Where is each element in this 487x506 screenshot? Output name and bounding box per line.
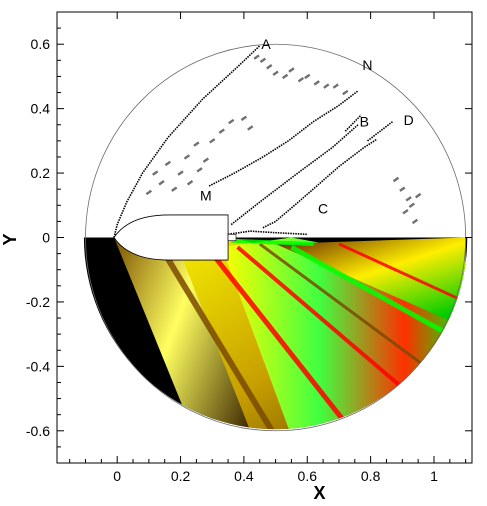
annotation-b: B [360,113,369,129]
contour-band-expansion [114,237,270,430]
shock-D [367,120,394,142]
contour-streak-5 [258,242,435,375]
cluster-right-point [411,218,419,225]
cluster-A [253,54,349,96]
annotation-d: D [404,112,414,128]
annotations: A N B D M C [200,36,414,216]
cluster-mid-point [228,118,235,125]
cluster-A-point [259,57,267,64]
contour-band-outer [275,237,466,328]
cluster-right [392,176,422,225]
cluster-mid-point [202,157,210,163]
cluster-mid-point [145,189,153,196]
cluster-mid-point [164,160,172,167]
y-tick-label: 0 [42,230,50,246]
cluster-A-point [304,73,311,80]
axes: 0 0.2 0.4 0.6 0.8 1-0.6-0.4-0.200.20.40.6XY [0,11,473,503]
cluster-right-point [405,196,412,202]
cluster-right-point [399,186,406,192]
x-tick-label: 0.2 [171,468,191,484]
contour-disk [83,237,468,430]
x-tick-label: 0.6 [298,468,318,484]
contour-streak-1 [162,252,294,430]
contour-streak-6 [338,242,467,304]
contour-field [83,237,468,430]
cluster-mid-point [218,128,225,134]
cluster-mid-point [183,154,191,160]
x-tick-label: 0.4 [234,468,254,484]
x-tick-label: 0 [113,468,121,484]
cluster-A-point [288,67,295,73]
y-tick-label: -0.6 [26,423,50,439]
cluster-right-point [408,202,415,208]
annotation-m: M [200,187,212,203]
annotation-a: A [261,36,271,52]
y-tick-label: -0.2 [26,294,50,310]
cluster-mid-point [196,167,203,173]
shock-M [230,124,359,226]
cluster-mid-point [177,170,184,176]
y-axis-label: Y [0,233,20,245]
cluster-mid-point [193,141,200,147]
cluster-A-point [253,54,260,60]
y-tick-label: 0.4 [31,101,51,117]
shock-M-lower [208,90,359,187]
cluster-A-point [313,80,320,86]
shock-lines [113,45,394,238]
cluster-mid-point [158,180,165,186]
contour-streak-7 [231,238,314,246]
cluster-right-point [392,176,400,183]
y-tick-label: 0.6 [31,36,51,52]
cluster-A-point [342,89,349,96]
cluster-mid-point [171,186,178,192]
cluster-mid-point [152,170,159,176]
contour-streak-4 [290,244,467,346]
x-axis-label: X [313,483,325,503]
cluster-A-point [266,64,273,70]
sting [227,233,237,242]
cluster-A-point [297,76,305,83]
y-tick-label: -0.4 [26,358,50,374]
noise-points [145,54,422,225]
x-tick-label: 0.8 [361,468,381,484]
annotation-n: N [362,57,372,73]
cluster-A-point [323,83,330,89]
x-tick-label: 1 [430,468,438,484]
cluster-mid-point [240,115,248,122]
shear-C [227,230,308,236]
cluster-right-point [414,192,422,199]
cluster-A-point [281,73,289,80]
shock-B [344,114,362,132]
annotation-c: C [318,200,328,216]
bow-shock [113,45,261,238]
cluster-mid-point [186,180,194,186]
cluster-mid [145,115,254,196]
cluster-right-point [402,209,409,215]
shock-C [262,138,378,229]
cluster-mid-point [209,138,216,144]
cluster-A-point [272,70,279,76]
projectile-body [113,214,237,261]
cluster-A-point [332,83,339,89]
cluster-mid-point [247,125,254,131]
y-tick-label: 0.2 [31,165,51,181]
